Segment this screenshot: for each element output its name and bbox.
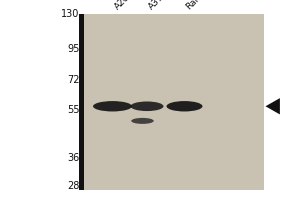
Text: 55: 55: [67, 105, 80, 115]
Text: Ramos: Ramos: [184, 0, 212, 11]
Ellipse shape: [130, 101, 164, 111]
Bar: [79, 14, 84, 190]
Ellipse shape: [93, 101, 132, 111]
Polygon shape: [266, 98, 280, 114]
Text: 28: 28: [67, 181, 80, 191]
Ellipse shape: [167, 101, 203, 111]
Text: 72: 72: [67, 75, 80, 85]
Text: A375: A375: [147, 0, 170, 11]
Text: A2058: A2058: [112, 0, 140, 11]
Bar: [84, 14, 264, 190]
Text: 95: 95: [67, 44, 80, 54]
Text: 130: 130: [61, 9, 80, 19]
Ellipse shape: [131, 118, 154, 124]
Text: 36: 36: [67, 153, 80, 163]
